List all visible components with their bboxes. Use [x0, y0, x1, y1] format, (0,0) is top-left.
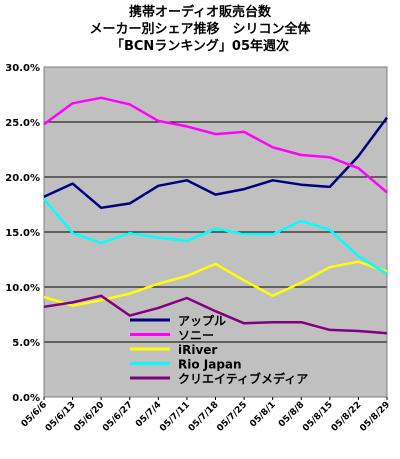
y-axis-ticks: 30.0% 25.0% 20.0% 15.0% 10.0% 5.0% 0.0% — [5, 63, 40, 404]
y-tick-label: 10.0% — [5, 283, 40, 294]
y-tick-label: 15.0% — [5, 228, 40, 239]
chart-title-line-2: メーカー別シェア推移 シリコン全体 — [89, 22, 311, 37]
y-tick-label: 20.0% — [5, 173, 40, 184]
x-tick-label: 05/7/11 — [158, 400, 192, 434]
x-tick-label: 05/8/15 — [301, 400, 335, 434]
y-tick-label: 25.0% — [5, 118, 40, 129]
series-line-2 — [43, 260, 388, 307]
series-line-1 — [43, 96, 388, 194]
y-tick-label: 30.0% — [5, 63, 40, 74]
legend-label: アップル — [178, 313, 226, 328]
legend-label: Rio Japan — [178, 358, 242, 372]
legend-label: ソニー — [178, 329, 214, 343]
series-line-0 — [43, 116, 389, 210]
x-tick-label: 05/8/22 — [330, 400, 364, 434]
series-line-4 — [43, 294, 388, 335]
x-tick-label: 05/7/25 — [215, 400, 249, 434]
y-tick-label: 0.0% — [12, 393, 40, 404]
chart-title-line-1: 携帯オーディオ販売台数 — [128, 5, 272, 20]
chart-title-line-3: 「BCNランキング」05年週次 — [110, 39, 290, 54]
x-tick-label: 05/6/13 — [44, 400, 78, 434]
gridlines — [43, 66, 388, 398]
x-tick-label: 05/8/29 — [358, 400, 392, 434]
x-tick-label: 05/6/27 — [101, 400, 135, 434]
y-tick-label: 5.0% — [12, 338, 40, 349]
chart-title: 携帯オーディオ販売台数 メーカー別シェア推移 シリコン全体 「BCNランキング」… — [0, 4, 400, 55]
legend-label: iRiver — [178, 343, 217, 357]
x-tick-label: 05/7/18 — [187, 400, 221, 434]
series-lines — [43, 96, 389, 335]
x-tick-label: 05/6/20 — [72, 400, 106, 434]
legend-label: クリエイティブメディア — [178, 371, 308, 386]
x-tick-label: 05/8/1 — [248, 400, 277, 429]
series-line-3 — [43, 198, 388, 275]
